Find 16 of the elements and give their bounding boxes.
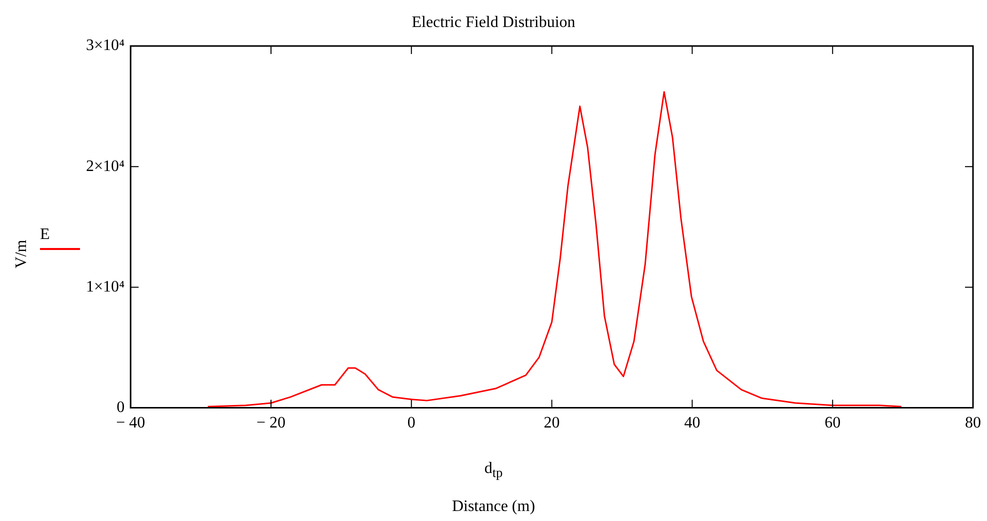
x-tick-label: 60	[824, 414, 841, 432]
y-axis-title: V/m	[13, 240, 32, 268]
x-tick-label: 40	[684, 414, 700, 432]
x-tick-label: − 20	[256, 414, 286, 432]
x-tick-label: 80	[965, 414, 981, 432]
y-tick-label: 3×10⁴	[86, 37, 126, 54]
text: Distance (m)	[450, 498, 536, 516]
chart-title: Electric Field Distribuion	[410, 14, 576, 32]
x-tick-label: 0	[407, 414, 416, 432]
x-tick-label: − 40	[116, 414, 146, 432]
x-axis-title: d$_{tp}$	[483, 460, 504, 482]
y-tick-label: 0	[116, 399, 125, 416]
text: E	[40, 226, 51, 245]
y-tick-label: 1×10⁴	[86, 278, 126, 296]
x-tick-label: 20	[544, 414, 560, 432]
y-tick-label: 2×10⁴	[86, 158, 126, 175]
